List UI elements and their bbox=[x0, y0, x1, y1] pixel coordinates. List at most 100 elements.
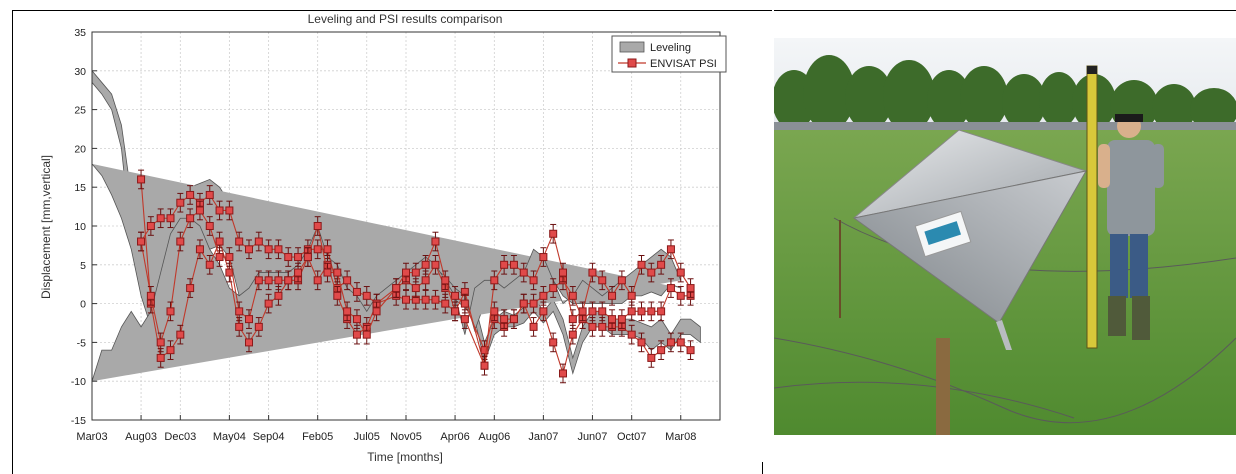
psi-point bbox=[588, 307, 597, 316]
psi-point bbox=[166, 346, 175, 355]
psi-point bbox=[559, 369, 567, 378]
psi-point bbox=[254, 276, 263, 285]
x-tick-label: Sep04 bbox=[253, 431, 285, 443]
psi-point bbox=[598, 322, 607, 331]
psi-point bbox=[608, 291, 617, 300]
psi-point bbox=[294, 268, 303, 277]
psi-point bbox=[578, 307, 587, 316]
psi-point bbox=[608, 315, 617, 324]
psi-point bbox=[637, 260, 646, 269]
psi-point bbox=[225, 206, 234, 215]
psi-point bbox=[598, 276, 607, 285]
psi-point bbox=[666, 338, 675, 347]
x-tick-label: Mar08 bbox=[665, 431, 696, 443]
psi-point bbox=[392, 284, 401, 293]
psi-point bbox=[411, 284, 420, 293]
psi-point bbox=[519, 299, 528, 308]
psi-point bbox=[480, 361, 489, 370]
psi-point bbox=[627, 330, 636, 339]
psi-point bbox=[402, 295, 410, 304]
field-photo-corner-reflector bbox=[774, 38, 1236, 435]
psi-point bbox=[176, 198, 185, 207]
psi-point bbox=[657, 307, 666, 316]
psi-point bbox=[549, 229, 558, 238]
psi-point bbox=[549, 338, 558, 347]
y-tick-label: 20 bbox=[74, 143, 86, 155]
psi-point bbox=[431, 260, 440, 269]
tree-line bbox=[774, 55, 1236, 132]
psi-point bbox=[539, 291, 548, 300]
psi-point bbox=[146, 222, 155, 230]
y-tick-label: 35 bbox=[74, 27, 86, 39]
left-frame bbox=[12, 10, 13, 474]
psi-point bbox=[205, 260, 214, 269]
y-tick-label: 30 bbox=[74, 66, 86, 78]
psi-point bbox=[245, 338, 253, 347]
psi-point bbox=[176, 330, 185, 339]
x-tick-label: Jun07 bbox=[577, 431, 607, 443]
x-tick-label: Aug06 bbox=[478, 431, 510, 443]
chart-title: Leveling and PSI results comparison bbox=[308, 12, 503, 26]
psi-point bbox=[480, 346, 489, 355]
psi-point bbox=[235, 237, 244, 246]
psi-point bbox=[274, 291, 283, 300]
y-tick-label: 0 bbox=[80, 299, 86, 311]
psi-point bbox=[215, 253, 224, 262]
psi-point bbox=[676, 268, 685, 277]
psi-point bbox=[215, 206, 224, 215]
psi-point bbox=[156, 353, 165, 362]
psi-point bbox=[176, 237, 185, 246]
psi-point bbox=[666, 284, 675, 293]
psi-point bbox=[323, 268, 332, 277]
psi-point bbox=[509, 315, 518, 324]
psi-point bbox=[490, 276, 499, 285]
psi-point bbox=[460, 299, 469, 308]
psi-point bbox=[352, 315, 361, 324]
psi-point bbox=[352, 287, 361, 296]
x-tick-label: Apr06 bbox=[440, 431, 469, 443]
psi-point bbox=[490, 307, 499, 316]
top-frame-left bbox=[12, 10, 772, 11]
legend-leveling-swatch bbox=[619, 41, 645, 53]
y-tick-label: 25 bbox=[74, 105, 86, 117]
psi-point bbox=[588, 268, 597, 277]
psi-point bbox=[539, 253, 548, 262]
psi-point bbox=[588, 322, 597, 331]
psi-point bbox=[676, 338, 685, 347]
x-tick-label: Mar03 bbox=[76, 431, 107, 443]
plot-border bbox=[91, 31, 721, 421]
psi-point bbox=[264, 245, 273, 254]
psi-point bbox=[500, 260, 509, 269]
psi-point bbox=[235, 322, 244, 331]
psi-point bbox=[225, 268, 234, 277]
psi-point bbox=[137, 175, 146, 184]
psi-point bbox=[362, 330, 371, 339]
psi-point bbox=[559, 268, 567, 277]
psi-point bbox=[431, 237, 440, 246]
psi-point bbox=[333, 268, 342, 277]
psi-point bbox=[372, 307, 381, 316]
psi-point bbox=[323, 245, 332, 254]
legend-psi-marker bbox=[627, 58, 637, 68]
psi-point bbox=[568, 330, 577, 339]
psi-point bbox=[549, 284, 558, 293]
psi-point bbox=[529, 276, 538, 285]
psi-point bbox=[274, 245, 283, 254]
psi-point bbox=[519, 268, 528, 277]
psi-point bbox=[647, 353, 656, 362]
psi-point bbox=[421, 295, 430, 304]
psi-point bbox=[205, 222, 214, 230]
psi-point bbox=[274, 276, 283, 285]
y-tick-label: 15 bbox=[74, 182, 86, 194]
x-tick-label: Jul05 bbox=[354, 431, 380, 443]
psi-point bbox=[647, 307, 656, 316]
psi-point bbox=[529, 299, 538, 308]
psi-point bbox=[352, 330, 361, 339]
psi-point bbox=[421, 260, 430, 269]
psi-point bbox=[637, 338, 646, 347]
y-tick-label: 5 bbox=[80, 260, 86, 272]
psi-point bbox=[637, 307, 646, 316]
psi-point bbox=[343, 307, 352, 316]
psi-point bbox=[245, 245, 253, 254]
